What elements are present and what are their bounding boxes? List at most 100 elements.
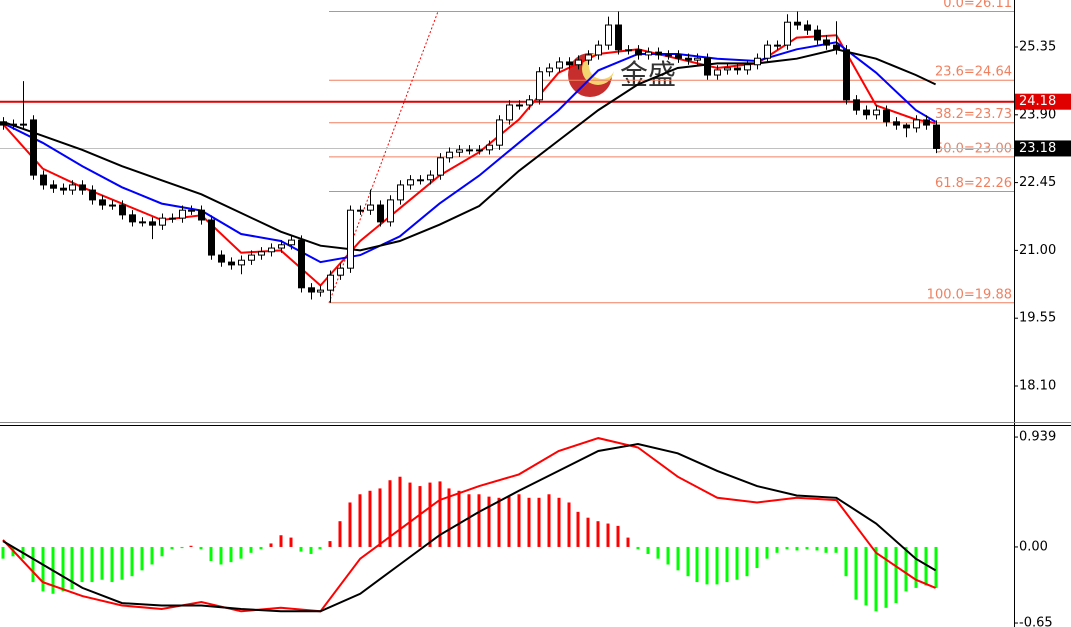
y-tick-label: 22.45 (1019, 175, 1056, 190)
candle-body (10, 123, 17, 126)
candle-body (645, 51, 652, 56)
histogram-bar (606, 523, 610, 547)
candle-body (516, 104, 523, 107)
candle-body (724, 67, 731, 71)
candle-body (506, 104, 513, 121)
candle-body (575, 59, 582, 66)
histogram-bar (517, 494, 521, 547)
candle-body (99, 199, 106, 206)
candle-body (734, 67, 741, 71)
histogram-bar (467, 494, 471, 547)
fib-label: 23.6=24.64 (935, 65, 1012, 80)
candle-body (188, 209, 195, 212)
histogram-bar (318, 546, 322, 550)
candle-body (804, 24, 811, 31)
candle-body (60, 187, 67, 191)
histogram-bar (705, 546, 709, 585)
candle-body (655, 51, 662, 56)
histogram-bar (576, 511, 580, 547)
histogram-bar (725, 546, 729, 583)
candle-body (704, 57, 711, 76)
candle-body (119, 204, 126, 216)
candle-body (853, 99, 860, 111)
histogram-bar (199, 546, 203, 550)
candle-body (863, 109, 870, 116)
histogram-bar (567, 502, 571, 547)
y-tick-label: 0.939 (1019, 430, 1056, 445)
histogram-bar (358, 494, 362, 547)
candle-body (109, 204, 116, 207)
y-tick-label: 0.00 (1019, 539, 1048, 554)
candle-body (69, 184, 76, 191)
indicator-line (2, 48, 937, 252)
candle-body (228, 261, 235, 266)
candle-body (258, 251, 265, 256)
histogram-bar (438, 481, 442, 547)
candle-body (754, 57, 761, 66)
candle-body (317, 289, 324, 293)
indicator-line (2, 437, 936, 613)
candle-body (566, 61, 573, 66)
histogram-bar (824, 546, 828, 553)
candle-body (159, 217, 166, 226)
candle-body (923, 119, 930, 126)
y-tick-label: 19.55 (1019, 311, 1056, 326)
histogram-bar (805, 546, 809, 550)
watermark: 金盛 (620, 58, 676, 91)
y-tick-label: 21.00 (1019, 243, 1056, 258)
histogram-bar (775, 546, 779, 553)
histogram-bar (338, 521, 342, 547)
candle-body (357, 209, 364, 212)
histogram-bar (447, 488, 451, 547)
candle-body (873, 109, 880, 116)
histogram-bar (656, 546, 660, 559)
price-marker-label: 24.18 (1019, 94, 1056, 109)
candle-body (466, 149, 473, 152)
candle-body (794, 21, 801, 26)
candle-body (89, 189, 96, 201)
candle-body (486, 144, 493, 151)
candle-body (933, 124, 940, 149)
candle-body (407, 179, 414, 186)
histogram-bar (209, 546, 213, 561)
candle-body (556, 61, 563, 69)
candle-body (248, 254, 255, 261)
histogram-bar (1, 546, 5, 559)
candle-body (298, 239, 305, 289)
histogram-bar (537, 497, 541, 547)
candle-body (883, 109, 890, 123)
histogram-bar (874, 546, 878, 612)
candle-body (30, 119, 37, 176)
indicator-line (2, 442, 937, 613)
candle-body (238, 259, 245, 266)
candle-body (397, 184, 404, 201)
histogram-bar (279, 535, 283, 547)
histogram-bar (457, 490, 461, 547)
candle-body (387, 199, 394, 223)
y-tick-label: 18.10 (1019, 378, 1056, 393)
candle-body (635, 49, 642, 56)
candle-body (814, 29, 821, 41)
candle-body (79, 184, 86, 191)
candle-body (337, 267, 344, 276)
fib-label: 0.0=26.11 (943, 0, 1012, 11)
candle-body (179, 209, 186, 219)
histogram-bar (378, 488, 382, 547)
histogram-bar (497, 497, 501, 547)
histogram-bar (785, 546, 789, 550)
histogram-bar (219, 546, 223, 565)
histogram-bar (239, 546, 243, 559)
y-tick-label: -0.65 (1019, 616, 1053, 627)
histogram-bar (408, 482, 412, 547)
candle-body (149, 221, 156, 226)
histogram-bar (815, 546, 819, 551)
histogram-bar (487, 496, 491, 547)
histogram-bar (180, 546, 184, 549)
price-marker-box (1015, 140, 1071, 157)
candle-body (893, 121, 900, 126)
histogram-bar (636, 546, 640, 550)
histogram-bar (477, 494, 481, 547)
histogram-bar (765, 546, 769, 559)
